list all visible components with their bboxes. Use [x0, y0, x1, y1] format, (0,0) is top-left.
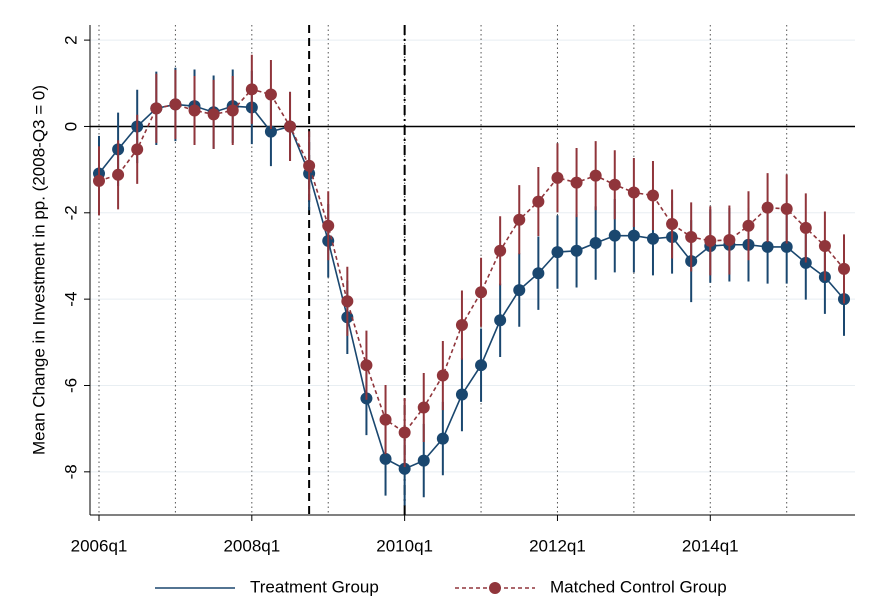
- legend-marker: [489, 582, 501, 594]
- marker: [838, 262, 850, 275]
- marker: [455, 319, 468, 332]
- marker: [608, 229, 621, 242]
- marker: [818, 240, 831, 253]
- marker: [131, 143, 144, 156]
- marker: [494, 314, 507, 327]
- marker: [322, 219, 335, 232]
- marker: [436, 369, 449, 382]
- marker: [780, 240, 793, 253]
- marker: [379, 452, 392, 465]
- marker: [589, 169, 602, 182]
- legend-label: Treatment Group: [250, 577, 379, 596]
- marker: [379, 413, 392, 426]
- x-tick-label: 2012q1: [529, 536, 586, 555]
- marker: [169, 98, 182, 111]
- marker: [513, 213, 526, 226]
- marker: [761, 240, 774, 253]
- marker: [532, 267, 545, 280]
- marker: [780, 202, 793, 215]
- y-tick-label: -2: [61, 205, 80, 220]
- marker: [494, 244, 507, 257]
- marker: [264, 88, 277, 101]
- x-tick-label: 2010q1: [376, 536, 433, 555]
- marker: [551, 246, 564, 259]
- series-line: [98, 103, 845, 470]
- marker: [570, 244, 583, 257]
- marker: [551, 171, 564, 184]
- marker: [303, 159, 316, 172]
- marker: [398, 462, 411, 475]
- marker: [398, 426, 411, 439]
- y-axis-title: Mean Change in Investment in pp. (2008-Q…: [29, 85, 48, 455]
- marker: [799, 256, 812, 269]
- y-tick-label: -6: [61, 378, 80, 393]
- marker: [264, 125, 277, 138]
- marker: [436, 432, 449, 445]
- x-tick-label: 2014q1: [682, 536, 739, 555]
- marker: [666, 218, 679, 231]
- marker: [188, 104, 201, 117]
- marker: [589, 237, 602, 250]
- marker: [685, 230, 698, 243]
- marker: [513, 284, 526, 297]
- legend-label: Matched Control Group: [550, 577, 727, 596]
- marker: [475, 359, 488, 372]
- marker: [723, 233, 736, 246]
- marker: [284, 120, 297, 133]
- marker: [704, 234, 717, 247]
- series-line: [98, 88, 845, 434]
- y-tick-label: -8: [61, 464, 80, 479]
- marker: [799, 221, 812, 234]
- marker: [245, 83, 258, 96]
- marker: [112, 168, 125, 181]
- marker: [627, 229, 640, 242]
- marker: [417, 401, 430, 414]
- marker: [93, 174, 105, 187]
- marker: [646, 232, 659, 245]
- marker: [341, 295, 354, 308]
- marker: [761, 201, 774, 214]
- marker: [627, 186, 640, 199]
- marker: [742, 219, 755, 232]
- marker: [417, 454, 430, 467]
- y-tick-label: 0: [61, 122, 80, 131]
- marker: [532, 195, 545, 208]
- marker: [475, 286, 488, 299]
- marker: [455, 388, 468, 401]
- x-tick-label: 2008q1: [223, 536, 280, 555]
- marker: [207, 108, 220, 121]
- marker: [226, 104, 239, 117]
- y-tick-label: -4: [61, 292, 80, 307]
- x-tick-label: 2006q1: [71, 536, 128, 555]
- marker: [646, 189, 659, 202]
- marker: [360, 359, 373, 372]
- marker: [150, 102, 163, 115]
- marker: [608, 178, 621, 191]
- marker: [570, 176, 583, 189]
- y-tick-label: 2: [61, 35, 80, 44]
